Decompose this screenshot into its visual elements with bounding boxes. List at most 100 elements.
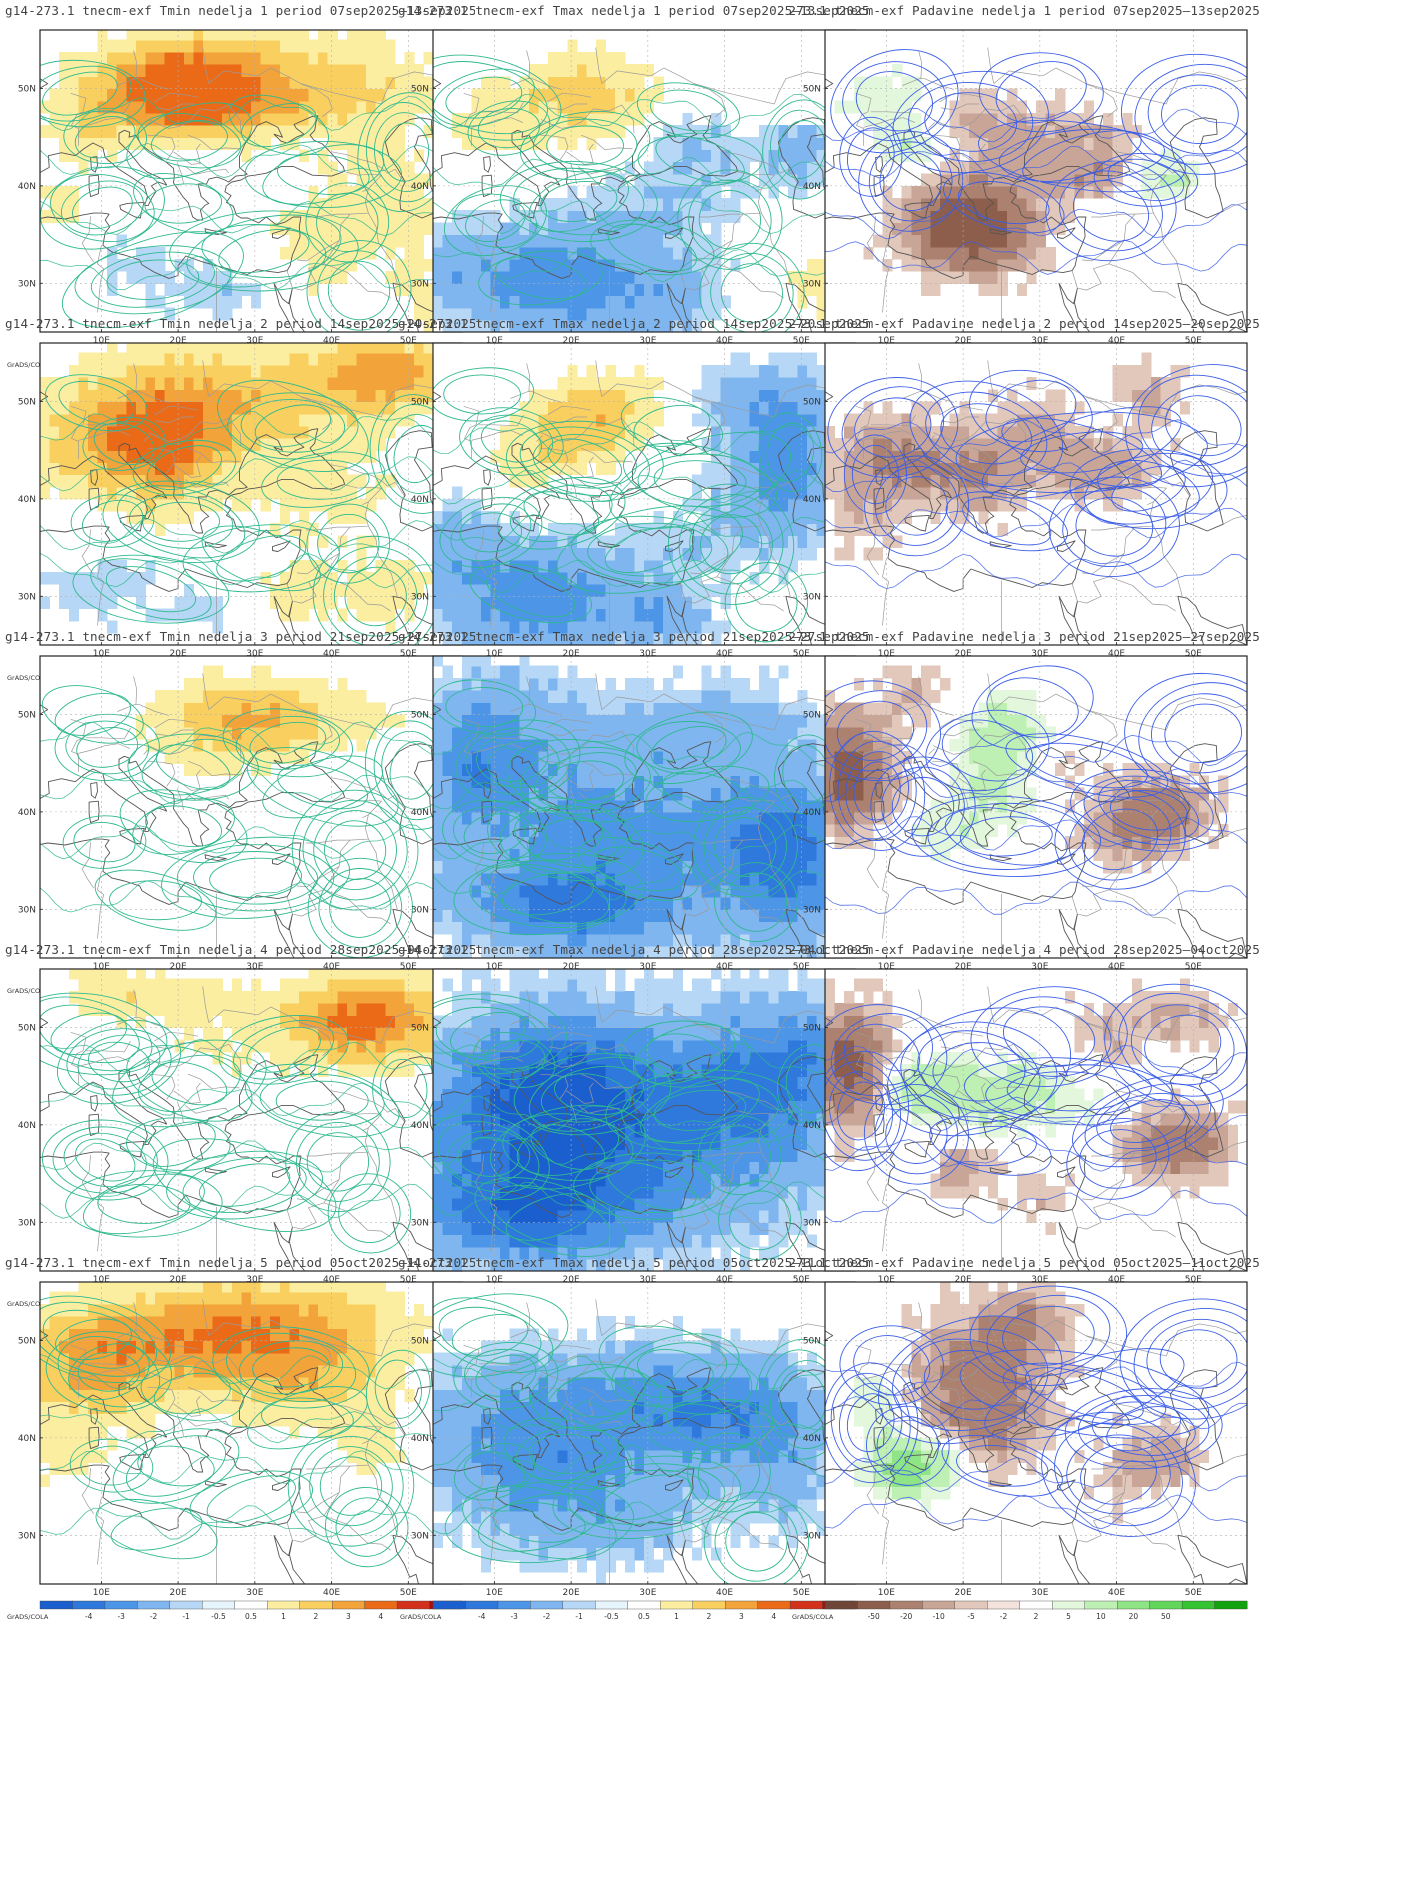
contour-line bbox=[1002, 1362, 1167, 1426]
contour-line bbox=[703, 806, 788, 888]
contour-line bbox=[63, 110, 148, 164]
contour-line bbox=[459, 407, 564, 476]
contour-line bbox=[735, 572, 798, 632]
contour-line bbox=[467, 100, 551, 156]
contour-line bbox=[137, 1445, 215, 1487]
graticule bbox=[433, 656, 855, 958]
contour-line bbox=[959, 1349, 1210, 1439]
contour-line bbox=[369, 394, 462, 514]
contour-line bbox=[40, 1295, 171, 1384]
lon-tick-label: 40E bbox=[323, 1588, 340, 1598]
legend-swatch bbox=[595, 1600, 629, 1610]
contour-line bbox=[469, 860, 627, 928]
contour-line bbox=[82, 1173, 205, 1235]
contour-line bbox=[1138, 682, 1247, 785]
lat-tick-label: 40N bbox=[803, 1434, 821, 1444]
graticule bbox=[433, 343, 855, 645]
contour-line bbox=[433, 998, 553, 1070]
panel-title: g14-273.1 tnecm-exf Tmin nedelja 4 perio… bbox=[5, 942, 475, 957]
contour-line bbox=[463, 1451, 526, 1492]
contour-line bbox=[927, 802, 1086, 870]
contour-line bbox=[90, 558, 212, 621]
contour-line bbox=[40, 996, 153, 1072]
contour-line bbox=[528, 1433, 607, 1474]
graticule bbox=[40, 1282, 462, 1584]
legend-swatch bbox=[824, 1600, 858, 1610]
lon-tick-label: 30E bbox=[1031, 336, 1048, 346]
contour-line bbox=[619, 1020, 751, 1088]
legend-swatch bbox=[857, 1600, 891, 1610]
contour-line bbox=[212, 1326, 370, 1409]
contour-line bbox=[323, 546, 429, 645]
lon-tick-label: 40E bbox=[716, 649, 733, 659]
legend-swatch bbox=[692, 1600, 726, 1610]
contour-line bbox=[650, 726, 727, 770]
contour-line bbox=[633, 404, 711, 447]
contour-line bbox=[513, 167, 645, 236]
contour-line bbox=[313, 810, 397, 891]
contour-line bbox=[63, 1132, 147, 1188]
contour-line bbox=[335, 1497, 398, 1557]
lat-tick-label: 40N bbox=[18, 1434, 36, 1444]
contour-line bbox=[246, 747, 399, 827]
contour-line bbox=[56, 1019, 182, 1105]
contour-line bbox=[698, 189, 761, 250]
contour-line bbox=[1124, 672, 1247, 794]
contour-line bbox=[60, 180, 144, 236]
map-canvas: 10E20E30E40E50E50N40N30N-4-3-2-1-0.50.51… bbox=[7, 29, 463, 369]
lon-tick-label: 50E bbox=[793, 649, 810, 659]
contour-line bbox=[959, 816, 1053, 857]
lat-tick-label: 30N bbox=[803, 905, 821, 915]
contour-line bbox=[668, 483, 795, 605]
lat-tick-label: 50N bbox=[803, 1336, 821, 1346]
contour-line bbox=[601, 1474, 692, 1521]
graticule bbox=[825, 30, 1247, 332]
map-frame bbox=[824, 655, 1248, 959]
map-canvas: 10E20E30E40E50E50N40N30N-50-20-10-5-2251… bbox=[792, 655, 1248, 995]
contour-line bbox=[909, 380, 1064, 487]
contour-line bbox=[714, 1501, 799, 1582]
map-frame bbox=[824, 1281, 1248, 1585]
contour-line bbox=[825, 680, 941, 782]
lat-tick-label: 50N bbox=[411, 84, 429, 94]
contour-line bbox=[908, 1338, 1032, 1422]
contour-line bbox=[433, 993, 567, 1075]
contour-line bbox=[41, 685, 144, 744]
contour-line bbox=[65, 720, 150, 775]
lon-tick-label: 30E bbox=[639, 1588, 656, 1598]
legend-swatch bbox=[432, 1600, 466, 1610]
contour-lines bbox=[825, 665, 1247, 916]
legend-tick-label: -10 bbox=[932, 1612, 944, 1621]
contour-line bbox=[503, 1418, 633, 1490]
lon-tick-label: 30E bbox=[1031, 962, 1048, 972]
contour-line bbox=[1045, 160, 1177, 262]
grads-footer-label: GrADS/COLA bbox=[7, 361, 49, 369]
lon-tick-label: 10E bbox=[486, 962, 503, 972]
lon-tick-label: 20E bbox=[955, 1588, 972, 1598]
contour-line bbox=[724, 562, 809, 643]
legend-swatch bbox=[234, 1600, 268, 1610]
contour-line bbox=[182, 524, 340, 593]
contour-line bbox=[254, 404, 331, 448]
legend-swatch bbox=[299, 1600, 333, 1610]
contour-line bbox=[655, 135, 745, 184]
contour-line bbox=[105, 566, 196, 613]
lon-tick-label: 50E bbox=[400, 962, 417, 972]
contour-line bbox=[620, 397, 724, 455]
contour-line bbox=[493, 1502, 586, 1543]
map-panel-padavine-week-3: g14-273.1 tnecm-exf Padavine nedelja 3 p… bbox=[790, 626, 1260, 1004]
contour-line bbox=[766, 422, 815, 482]
contour-line bbox=[161, 836, 351, 919]
contour-lines bbox=[825, 49, 1247, 275]
contour-line bbox=[72, 554, 230, 624]
lon-tick-label: 10E bbox=[486, 1588, 503, 1598]
grads-footer-label: GrADS/COLA bbox=[7, 1300, 49, 1308]
lon-tick-label: 40E bbox=[323, 336, 340, 346]
contour-line bbox=[584, 1469, 709, 1525]
contour-line bbox=[380, 1058, 428, 1118]
contour-lines bbox=[40, 59, 462, 332]
contour-line bbox=[829, 1071, 893, 1151]
lon-tick-label: 40E bbox=[1108, 1275, 1125, 1285]
legend-tick-label: -3 bbox=[117, 1612, 125, 1621]
